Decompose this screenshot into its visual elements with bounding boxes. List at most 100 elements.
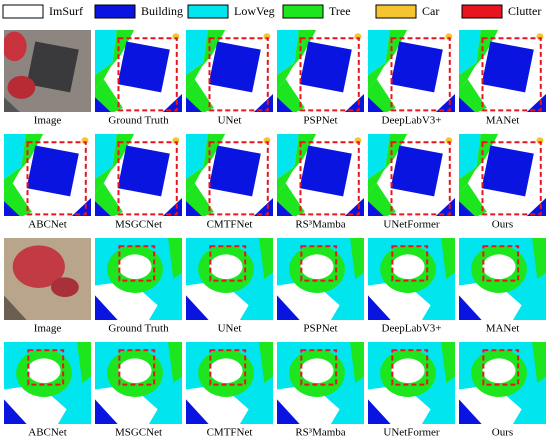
region [459, 399, 482, 424]
region [459, 384, 522, 424]
region [95, 30, 117, 76]
caption: DeepLabV3+ [382, 323, 442, 335]
result-tile [459, 134, 546, 216]
focus-box [300, 38, 358, 110]
region [4, 134, 26, 180]
region [95, 399, 118, 424]
result-tile [277, 238, 364, 320]
region [95, 280, 158, 320]
focus-box [210, 350, 245, 384]
focus-box [119, 246, 154, 280]
focus-box [119, 350, 154, 384]
region [481, 41, 534, 93]
region [459, 97, 475, 112]
legend-label: Car [422, 4, 439, 18]
result-tile [277, 30, 364, 112]
region [482, 254, 516, 279]
result-tile [277, 134, 364, 216]
region [118, 358, 152, 383]
result-tile [95, 30, 182, 112]
legend-label: Building [141, 4, 183, 18]
caption: DeepLabV3+ [382, 115, 442, 127]
region [186, 134, 208, 180]
region [481, 145, 534, 197]
legend-swatch [187, 4, 229, 19]
region [95, 295, 118, 320]
region [368, 280, 431, 320]
region [368, 30, 390, 76]
result-tile [459, 238, 546, 320]
caption: RS³Mamba [295, 427, 345, 439]
focus-box [482, 38, 540, 110]
region [277, 399, 300, 424]
result-tile [186, 134, 273, 216]
legend-label: Clutter [508, 4, 541, 18]
region [4, 134, 44, 194]
focus-box [391, 142, 449, 214]
region [391, 358, 425, 383]
caption: Image [34, 323, 62, 335]
region [277, 134, 299, 180]
region [368, 97, 384, 112]
region [186, 399, 209, 424]
focus-box [209, 142, 267, 214]
region [186, 97, 202, 112]
region [277, 30, 299, 76]
region [95, 134, 117, 180]
caption: Ground Truth [108, 115, 169, 127]
focus-box [210, 246, 245, 280]
caption: MANet [486, 115, 520, 127]
result-tile [4, 238, 91, 320]
region [12, 245, 65, 289]
region [186, 384, 249, 424]
region [459, 134, 499, 194]
caption: MANet [486, 323, 520, 335]
region [168, 342, 182, 383]
region [368, 134, 390, 180]
result-tile [186, 30, 273, 112]
region [7, 75, 36, 99]
focus-box [483, 246, 518, 280]
focus-box [209, 38, 267, 110]
region [435, 93, 455, 112]
focus-box [392, 350, 427, 384]
region [4, 384, 67, 424]
caption: ABCNet [28, 427, 67, 439]
legend-label: ImSurf [49, 4, 83, 18]
result-tile [186, 342, 273, 424]
region [350, 238, 364, 279]
region [4, 31, 27, 62]
focus-box [482, 142, 540, 214]
result-tile [4, 30, 91, 112]
region [368, 295, 391, 320]
region [186, 295, 209, 320]
region [208, 145, 261, 197]
caption: UNet [218, 115, 242, 127]
region [95, 134, 135, 194]
region [390, 145, 443, 197]
region [368, 399, 391, 424]
result-tile [277, 342, 364, 424]
region [186, 30, 208, 76]
region [209, 254, 243, 279]
legend-swatch [2, 4, 44, 19]
region [459, 30, 499, 90]
caption: Image [34, 115, 62, 127]
region [277, 30, 317, 90]
result-tile [95, 238, 182, 320]
result-tile [459, 30, 546, 112]
focus-box [300, 142, 358, 214]
region [459, 134, 481, 180]
caption: CMTFNet [207, 427, 253, 439]
region [95, 384, 158, 424]
result-tile [368, 134, 455, 216]
caption: RS³Mamba [295, 219, 345, 231]
result-tile [186, 238, 273, 320]
caption: UNet [218, 323, 242, 335]
focus-box [391, 38, 449, 110]
region [117, 41, 170, 93]
legend-swatch [375, 4, 417, 19]
legend-label: Tree [329, 4, 351, 18]
